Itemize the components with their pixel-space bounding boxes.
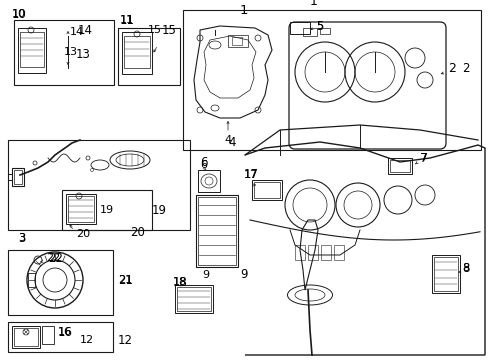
Text: 10: 10	[12, 8, 27, 21]
Text: 5: 5	[315, 21, 323, 31]
Text: 21: 21	[118, 275, 132, 285]
Text: 14: 14	[70, 27, 84, 37]
Text: 15: 15	[148, 25, 162, 35]
Text: 11: 11	[120, 13, 135, 27]
Bar	[8, 250, 113, 315]
Text: 8: 8	[461, 261, 468, 274]
Bar	[389, 160, 409, 172]
Text: 17: 17	[244, 168, 259, 181]
Bar	[431, 255, 459, 293]
Text: 21: 21	[118, 274, 133, 287]
Bar	[14, 328, 38, 346]
Text: 4: 4	[227, 136, 235, 149]
Text: 20: 20	[76, 229, 90, 239]
Bar	[319, 28, 329, 34]
Text: 5: 5	[315, 19, 323, 32]
Text: 4: 4	[224, 135, 231, 145]
Bar	[196, 195, 238, 267]
Text: 9: 9	[240, 269, 247, 282]
Bar	[294, 245, 305, 260]
Bar	[18, 28, 46, 73]
Bar	[303, 28, 316, 36]
Bar	[253, 182, 280, 198]
Text: 15: 15	[162, 23, 177, 36]
Bar	[433, 257, 457, 291]
Bar	[62, 190, 152, 230]
Text: 16: 16	[58, 325, 73, 338]
Text: 3: 3	[18, 231, 25, 244]
Text: 13: 13	[76, 49, 91, 62]
Text: 7: 7	[419, 153, 426, 163]
Bar	[251, 180, 282, 200]
Bar	[320, 245, 330, 260]
Bar	[333, 245, 343, 260]
Bar	[307, 245, 317, 260]
Bar	[175, 285, 213, 313]
Bar	[12, 168, 24, 186]
Text: 9: 9	[202, 270, 209, 280]
Bar	[118, 28, 180, 85]
Text: 1: 1	[240, 4, 248, 17]
Bar	[122, 32, 152, 74]
Text: 18: 18	[173, 275, 187, 288]
Text: 12: 12	[118, 333, 133, 346]
Bar	[8, 322, 113, 352]
Text: 14: 14	[78, 23, 93, 36]
Text: 22: 22	[48, 252, 63, 265]
Bar	[387, 158, 411, 174]
Text: 20: 20	[130, 226, 144, 239]
Text: 3: 3	[18, 233, 25, 243]
Bar	[124, 36, 150, 68]
Text: 19: 19	[100, 205, 114, 215]
Bar	[68, 196, 94, 222]
Bar	[183, 10, 480, 150]
Text: 12: 12	[80, 335, 94, 345]
Text: 16: 16	[58, 327, 72, 337]
Text: 2: 2	[447, 62, 455, 75]
Text: 19: 19	[152, 203, 167, 216]
Text: 1: 1	[309, 0, 317, 8]
Text: 17: 17	[244, 170, 258, 180]
Text: 13: 13	[64, 47, 78, 57]
Text: 6: 6	[200, 160, 206, 170]
Bar	[8, 140, 190, 230]
Bar	[12, 326, 40, 348]
Bar	[231, 37, 242, 45]
Bar	[20, 32, 44, 67]
Text: 8: 8	[461, 263, 468, 273]
Bar	[66, 194, 96, 224]
Bar	[14, 170, 22, 184]
Bar	[14, 20, 114, 85]
Text: 10: 10	[12, 9, 26, 19]
Text: 18: 18	[173, 277, 187, 287]
Bar	[177, 287, 210, 311]
Text: 11: 11	[120, 15, 134, 25]
Text: 7: 7	[419, 152, 427, 165]
Bar	[42, 326, 54, 344]
Bar	[289, 22, 309, 34]
Bar	[198, 170, 220, 192]
Text: 6: 6	[200, 156, 207, 168]
Bar	[198, 197, 236, 265]
Bar	[227, 35, 247, 47]
Text: 2: 2	[461, 62, 468, 75]
Text: 22: 22	[46, 253, 60, 263]
